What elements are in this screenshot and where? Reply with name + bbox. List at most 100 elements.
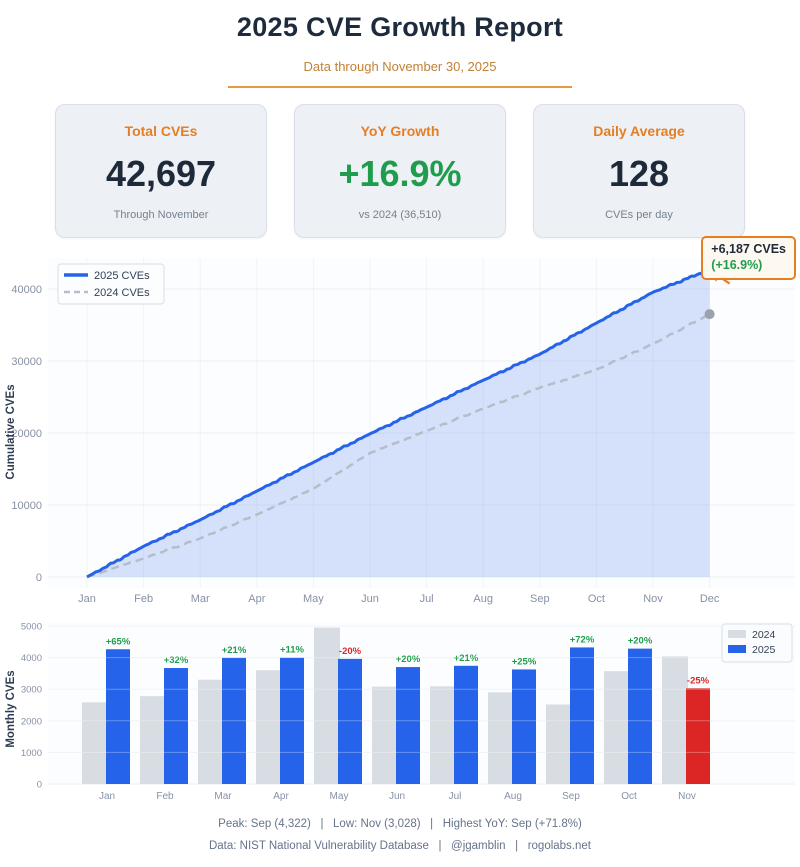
svg-text:40000: 40000 xyxy=(11,284,42,296)
pct-label-jun: +20% xyxy=(396,654,421,665)
x-label-jul: Jul xyxy=(449,791,462,802)
svg-text:4000: 4000 xyxy=(21,653,42,664)
line-2025-cves xyxy=(86,268,711,579)
svg-text:May: May xyxy=(303,593,324,605)
svg-text:0: 0 xyxy=(37,780,42,791)
stat-card: Daily Average 128 CVEs per day xyxy=(533,104,745,238)
svg-text:2024 CVEs: 2024 CVEs xyxy=(94,287,150,299)
bar-2025-oct xyxy=(628,648,652,784)
pct-label-feb: +32% xyxy=(164,655,189,666)
bar-2025-apr xyxy=(280,657,304,784)
bar-2025-feb xyxy=(164,668,188,784)
bar-2024-oct xyxy=(604,671,630,784)
stat-card: Total CVEs 42,697 Through November xyxy=(55,104,267,238)
growth-annotation-callout: +6,187 CVEs (+16.9%) xyxy=(701,236,796,280)
svg-text:Jan: Jan xyxy=(78,593,96,605)
bar-2024-may xyxy=(314,627,340,784)
x-label-jan: Jan xyxy=(99,791,115,802)
grid-lines: 0 10000 20000 30000 40000 xyxy=(11,258,795,588)
x-label-aug: Aug xyxy=(504,791,522,802)
svg-text:Jul: Jul xyxy=(420,593,434,605)
svg-text:Oct: Oct xyxy=(588,593,605,605)
stat-card-value: +16.9% xyxy=(338,153,462,194)
bar-2024-apr xyxy=(256,670,282,784)
bar-2024-jul xyxy=(430,686,456,784)
pct-label-aug: +25% xyxy=(512,656,537,667)
pct-label-oct: +20% xyxy=(628,636,653,647)
monthly-chart-canvas: 0 1000 2000 3000 4000 5000 +65% +32% +21% +11% -20… xyxy=(5,622,795,802)
y-axis-label: Cumulative CVEs xyxy=(5,384,17,479)
pct-label-apr: +11% xyxy=(280,645,305,656)
pct-label-may: -20% xyxy=(339,646,362,657)
bar-chart-legend: 2024 2025 xyxy=(721,623,793,663)
page-subtitle: Data through November 30, 2025 xyxy=(303,59,497,74)
line-2024-cves xyxy=(86,312,711,579)
bar-2025-may xyxy=(338,658,362,784)
bar-groups: +65% +32% +21% +11% -20% +20% +21% +25% +72% +20%… xyxy=(82,627,710,784)
svg-text:1000: 1000 xyxy=(21,748,42,759)
svg-text:Nov: Nov xyxy=(643,593,663,605)
x-label-sep: Sep xyxy=(562,791,580,802)
svg-text:Aug: Aug xyxy=(473,593,493,605)
bar-2025-aug xyxy=(512,669,536,784)
stat-card: YoY Growth +16.9% vs 2024 (36,510) xyxy=(294,104,506,238)
bar-2024-jan xyxy=(82,702,108,784)
stat-card-title: Total CVEs xyxy=(124,123,198,139)
header-divider xyxy=(228,86,572,88)
stat-card-value: 42,697 xyxy=(105,153,217,194)
svg-text:2024: 2024 xyxy=(752,629,776,641)
pct-label-mar: +21% xyxy=(222,645,247,656)
stat-cards-row: Total CVEs 42,697 Through November YoY G… xyxy=(0,104,800,238)
pct-label-sep: +72% xyxy=(570,634,595,645)
svg-text:0: 0 xyxy=(36,572,42,584)
report-footer: Peak: Sep (4,322) | Low: Nov (3,028) | H… xyxy=(0,818,800,852)
endpoint-dot-2024 xyxy=(704,309,715,320)
stat-card-value: 128 xyxy=(608,153,670,194)
stat-card-caption: Through November xyxy=(113,209,209,221)
bar-2024-sep xyxy=(546,704,572,784)
x-label-may: May xyxy=(330,791,349,802)
annotation-cves-delta: +6,187 CVEs xyxy=(711,242,786,256)
monthly-chart-plot: 0 1000 2000 3000 4000 5000 +65% +32% +21% +11% -20… xyxy=(5,622,795,802)
report-header: 2025 CVE Growth Report Data through Nove… xyxy=(0,0,800,88)
x-label-nov: Nov xyxy=(678,791,696,802)
bar-2024-nov xyxy=(662,656,688,784)
svg-text:2025 CVEs: 2025 CVEs xyxy=(94,270,150,282)
bar-2025-mar xyxy=(222,657,246,784)
svg-text:Feb: Feb xyxy=(134,593,153,605)
bar-2025-jan xyxy=(106,649,130,784)
svg-text:Mar: Mar xyxy=(191,593,210,605)
monthly-cves-chart: 0 1000 2000 3000 4000 5000 +65% +32% +21% +11% -20… xyxy=(0,614,800,810)
x-axis-month-labels: Jan Feb Mar Apr May Jun Jul Aug Sep Oct Nov Dec xyxy=(78,593,720,605)
svg-text:30000: 30000 xyxy=(11,356,42,368)
line-chart-legend: 2025 CVEs 2024 CVEs xyxy=(57,263,165,305)
bar-2025-jun xyxy=(396,667,420,784)
pct-label-jan: +65% xyxy=(106,636,131,647)
bar-2025-nov xyxy=(686,688,710,784)
svg-text:2000: 2000 xyxy=(21,716,42,727)
svg-text:Dec: Dec xyxy=(700,593,720,605)
svg-text:2025: 2025 xyxy=(752,644,776,656)
svg-text:Apr: Apr xyxy=(248,593,265,605)
footer-stats: Peak: Sep (4,322) | Low: Nov (3,028) | H… xyxy=(218,818,582,830)
bar-2024-aug xyxy=(488,692,514,784)
x-label-jun: Jun xyxy=(389,791,405,802)
bar-2025-jul xyxy=(454,665,478,784)
svg-text:3000: 3000 xyxy=(21,685,42,696)
svg-text:10000: 10000 xyxy=(11,500,42,512)
svg-text:Sep: Sep xyxy=(530,593,550,605)
page-title: 2025 CVE Growth Report xyxy=(236,12,564,42)
footer-source: Data: NIST National Vulnerability Databa… xyxy=(208,840,591,852)
cumulative-cves-chart: 0 10000 20000 30000 40000 Jan Feb Mar Apr May Jun J… xyxy=(0,236,800,614)
stat-card-caption: CVEs per day xyxy=(605,209,673,221)
x-label-feb: Feb xyxy=(156,791,174,802)
bar-2024-feb xyxy=(140,696,166,784)
svg-text:Jun: Jun xyxy=(361,593,379,605)
bar-2025-sep xyxy=(570,647,594,784)
stat-card-caption: vs 2024 (36,510) xyxy=(358,209,442,221)
annotation-pct-delta: (+16.9%) xyxy=(711,258,763,273)
svg-text:5000: 5000 xyxy=(21,622,42,633)
